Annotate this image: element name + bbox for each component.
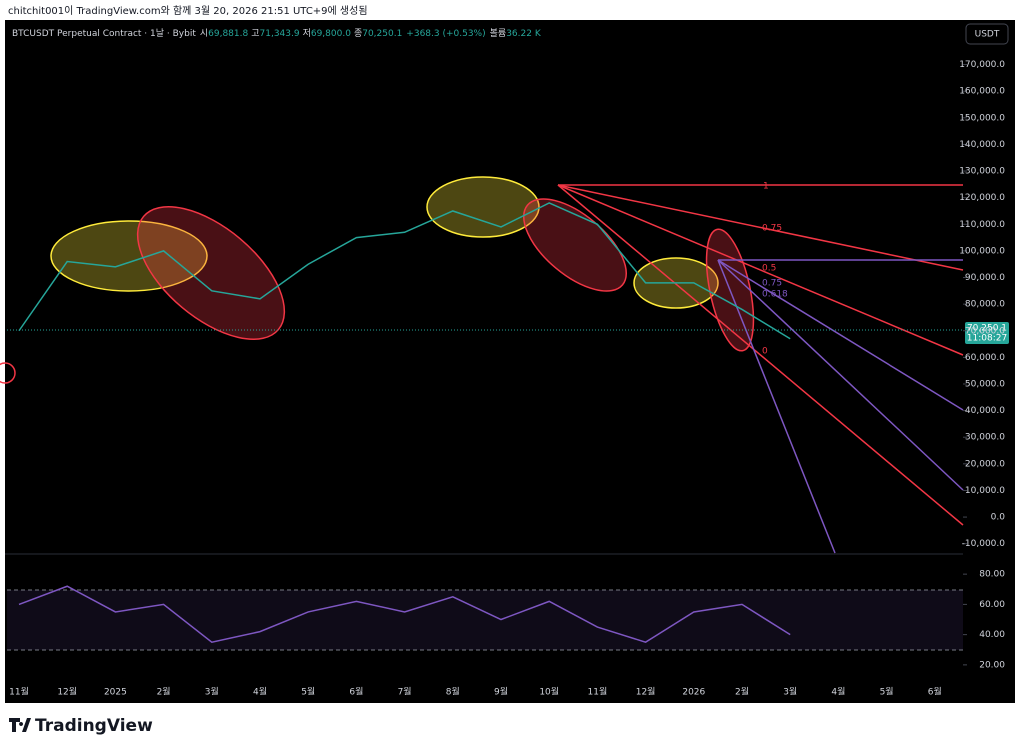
- y-tick-label: 80.00: [979, 570, 1005, 580]
- price-tag-countdown: 11:08:27: [967, 334, 1007, 344]
- x-tick-label: 9월: [494, 686, 508, 698]
- x-tick-label: 4월: [831, 686, 845, 698]
- y-tick-label: 50,000.0: [965, 379, 1005, 389]
- fan-labels: 1 0.75 0.5 0.75 0.618 0: [762, 182, 788, 357]
- x-tick-label: 6월: [928, 686, 942, 698]
- x-tick-label: 2월: [157, 686, 171, 698]
- series-line: [18, 202, 791, 340]
- legend: BTCUSDT Perpetual Contract · 1날 · Bybit 시…: [12, 28, 542, 39]
- ellipse: [50, 220, 208, 292]
- x-tick-label: 12월: [57, 686, 77, 698]
- y-tick-label: 60,000.0: [965, 353, 1005, 363]
- rsi-band: [7, 590, 963, 650]
- x-tick-label: 6월: [349, 686, 363, 698]
- y-tick-label: 160,000.0: [959, 87, 1005, 97]
- y-tick-label: -10,000.0: [962, 539, 1006, 549]
- ellipse: [522, 198, 628, 292]
- ellipse: [426, 176, 540, 238]
- y-tick-label: 70,000.0: [965, 326, 1005, 336]
- x-tick-label: 11월: [588, 686, 608, 698]
- x-tick-label: 12월: [636, 686, 656, 698]
- x-tick-label: 2월: [735, 686, 749, 698]
- y-tick-label: 0.0: [991, 513, 1006, 523]
- y-tick-label: 100,000.0: [959, 246, 1005, 256]
- fan-label: 0.75: [762, 279, 782, 289]
- red-fan: [557, 184, 964, 526]
- logo: TradingView: [9, 716, 153, 736]
- y-tick-label: 140,000.0: [959, 140, 1005, 150]
- y-tick-label: 90,000.0: [965, 273, 1005, 283]
- fan-label: 0: [762, 347, 768, 357]
- fan-label: 0.618: [762, 290, 788, 300]
- x-tick-label: 4월: [253, 686, 267, 698]
- x-tick-label: 3월: [205, 686, 219, 698]
- fan-label: 0.75: [762, 224, 782, 234]
- y-tick-label: 20.00: [979, 660, 1005, 670]
- y-tick-label: 170,000.0: [959, 60, 1005, 70]
- x-tick-label: 3월: [783, 686, 797, 698]
- x-tick-label: 8월: [446, 686, 460, 698]
- ellipse: [0, 362, 16, 384]
- y-tick-label: 10,000.0: [965, 486, 1005, 496]
- x-tick-label: 2025: [104, 688, 127, 698]
- price-tag: [965, 322, 1009, 344]
- y-tick-label: 30,000.0: [965, 433, 1005, 443]
- y-tick-label: 40,000.0: [965, 406, 1005, 416]
- purple-fan: [717, 259, 964, 554]
- fan-label: 0.5: [762, 264, 776, 274]
- y-tick-label: 150,000.0: [959, 113, 1005, 123]
- x-tick-label: 10월: [539, 686, 559, 698]
- price-tag-value: 70,250.1: [967, 324, 1007, 334]
- x-tick-label: 7월: [398, 686, 412, 698]
- chart-panel: [5, 20, 1015, 703]
- series-line: [18, 585, 791, 644]
- caption: chitchit001이 TradingView.com와 함께 3월 20, …: [8, 5, 368, 17]
- y-tick-label: 130,000.0: [959, 167, 1005, 177]
- x-tick-label: 5월: [880, 686, 894, 698]
- y-tick-label: 60.00: [979, 600, 1005, 610]
- drawings: [0, 176, 964, 554]
- symbol: BTCUSDT Perpetual Contract · 1날 · Bybit 시…: [12, 28, 542, 39]
- x-tick-label: 5월: [301, 686, 315, 698]
- y-tick-label: 120,000.0: [959, 193, 1005, 203]
- y-tick-label: 110,000.0: [959, 220, 1005, 230]
- y-tick-label: 20,000.0: [965, 459, 1005, 469]
- logo-text: TradingView: [35, 716, 153, 736]
- currency-button[interactable]: [965, 23, 1009, 45]
- x-tick-label: 11월: [9, 686, 29, 698]
- y-tick-label: 80,000.0: [965, 300, 1005, 310]
- currency[interactable]: USDT: [975, 30, 1000, 40]
- x-tick-label: 2026: [682, 688, 705, 698]
- fan-label: 1: [763, 182, 769, 192]
- y-tick-label: 40.00: [979, 630, 1005, 640]
- ellipse: [136, 206, 286, 340]
